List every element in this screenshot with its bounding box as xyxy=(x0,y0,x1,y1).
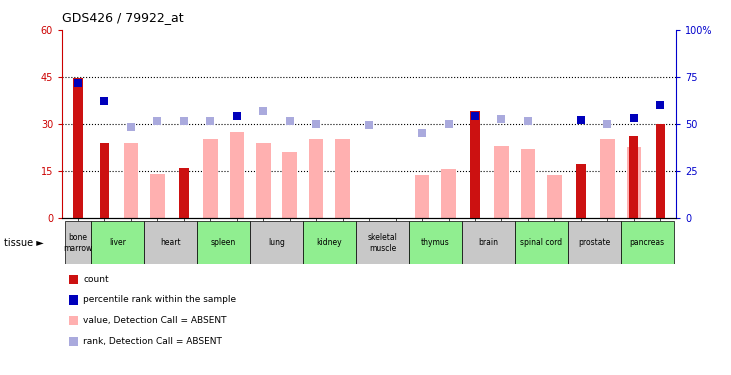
Bar xyxy=(197,221,250,264)
Bar xyxy=(462,221,515,264)
Point xyxy=(178,118,190,124)
Bar xyxy=(203,140,218,218)
Point xyxy=(231,113,243,119)
Text: lung: lung xyxy=(268,238,285,248)
Text: percentile rank within the sample: percentile rank within the sample xyxy=(83,296,236,304)
Bar xyxy=(73,78,83,218)
Text: pancreas: pancreas xyxy=(629,238,664,248)
Point xyxy=(416,130,428,136)
Text: skeletal
muscle: skeletal muscle xyxy=(368,233,398,252)
Bar xyxy=(520,149,535,217)
Point xyxy=(284,118,295,124)
Point xyxy=(125,124,137,130)
Bar xyxy=(100,142,109,218)
Text: rank, Detection Call = ABSENT: rank, Detection Call = ABSENT xyxy=(83,337,222,346)
Bar xyxy=(621,221,673,264)
Bar xyxy=(336,140,350,218)
Point xyxy=(602,121,613,127)
Point xyxy=(628,115,640,121)
Point xyxy=(654,102,666,108)
Bar xyxy=(144,221,197,264)
Text: spleen: spleen xyxy=(211,238,236,248)
Point xyxy=(496,116,507,122)
Text: bone
marrow: bone marrow xyxy=(64,233,93,252)
Text: heart: heart xyxy=(160,238,181,248)
Point xyxy=(99,98,110,104)
Text: GDS426 / 79922_at: GDS426 / 79922_at xyxy=(62,11,183,24)
Point xyxy=(443,121,455,127)
Point xyxy=(363,122,375,128)
Point xyxy=(205,118,216,124)
Bar xyxy=(309,140,324,218)
Text: thymus: thymus xyxy=(421,238,450,248)
Bar xyxy=(150,174,164,217)
Bar xyxy=(568,221,621,264)
Bar xyxy=(414,176,429,217)
Bar xyxy=(547,176,561,217)
Text: kidney: kidney xyxy=(317,238,342,248)
Bar xyxy=(494,146,509,218)
Point xyxy=(311,121,322,127)
Text: spinal cord: spinal cord xyxy=(520,238,562,248)
Text: tissue ►: tissue ► xyxy=(4,238,43,248)
Point xyxy=(151,118,163,124)
Bar xyxy=(356,221,409,264)
Text: liver: liver xyxy=(109,238,126,248)
Bar xyxy=(256,142,270,218)
Text: count: count xyxy=(83,275,109,284)
Bar xyxy=(230,132,244,218)
Point xyxy=(72,80,84,86)
Bar xyxy=(626,147,641,218)
Point xyxy=(575,117,587,123)
Point xyxy=(257,108,269,114)
Bar xyxy=(515,221,568,264)
Text: brain: brain xyxy=(478,238,499,248)
Point xyxy=(522,118,534,124)
Bar xyxy=(409,221,462,264)
Text: prostate: prostate xyxy=(578,238,610,248)
Bar xyxy=(629,136,638,218)
Bar xyxy=(179,168,189,217)
Bar xyxy=(91,221,144,264)
Bar xyxy=(656,124,665,218)
Point xyxy=(469,113,481,119)
Bar xyxy=(442,169,456,217)
Bar xyxy=(600,140,615,218)
Text: value, Detection Call = ABSENT: value, Detection Call = ABSENT xyxy=(83,316,227,325)
Bar xyxy=(282,152,297,217)
Bar xyxy=(65,221,91,264)
Bar xyxy=(124,142,138,218)
Bar xyxy=(250,221,303,264)
Bar xyxy=(470,111,480,218)
Bar xyxy=(303,221,356,264)
Bar xyxy=(576,164,586,218)
